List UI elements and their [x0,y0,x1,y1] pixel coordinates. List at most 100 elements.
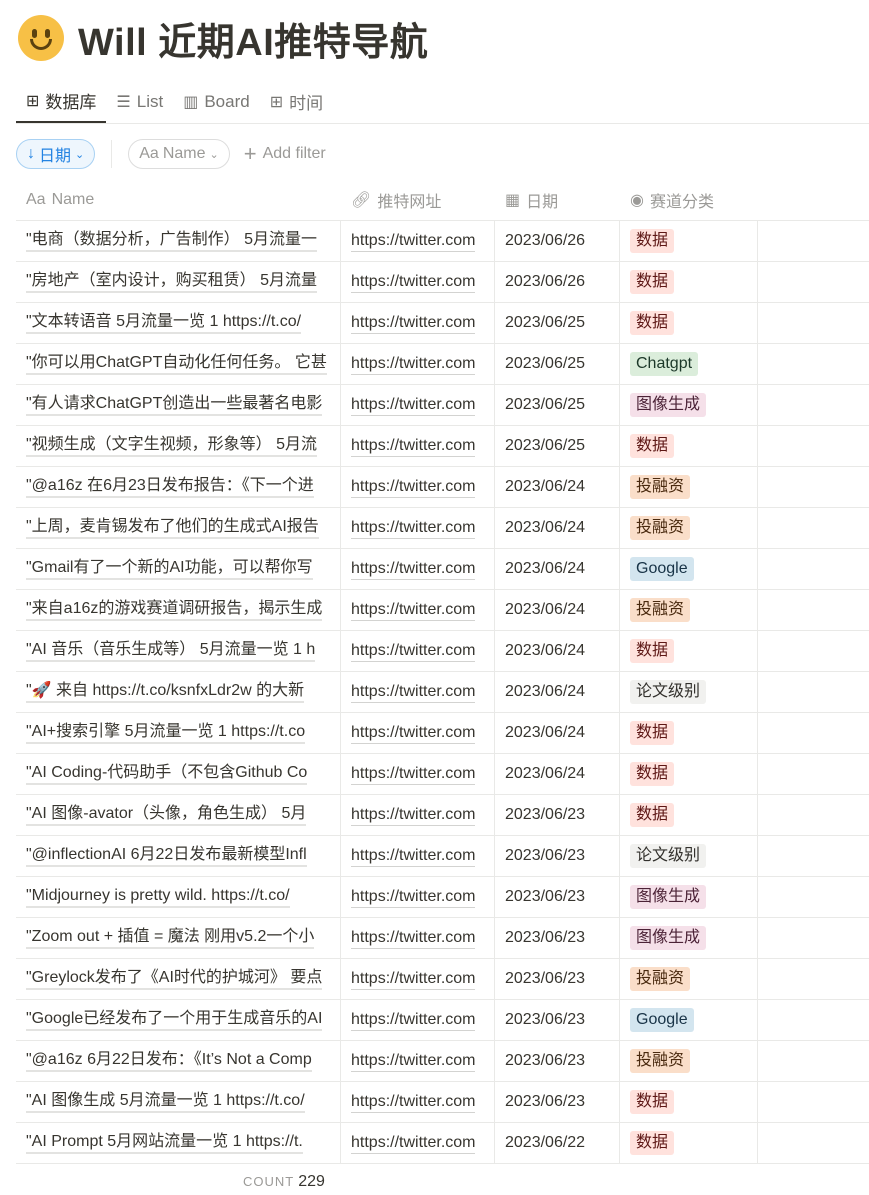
category-cell[interactable]: 数据 [620,631,758,671]
column-header-name[interactable]: Aa Name [16,180,341,220]
row-url-link[interactable]: https://twitter.com [351,1051,476,1072]
url-cell[interactable]: https://twitter.com [341,672,495,712]
date-cell[interactable]: 2023/06/24 [495,631,620,671]
url-cell[interactable]: https://twitter.com [341,1041,495,1081]
row-name[interactable]: "上周，麦肯锡发布了他们的生成式AI报告 [26,517,319,539]
category-cell[interactable]: 数据 [620,1123,758,1163]
row-url-link[interactable]: https://twitter.com [351,354,476,375]
date-cell[interactable]: 2023/06/23 [495,877,620,917]
url-cell[interactable]: https://twitter.com [341,221,495,261]
name-cell[interactable]: "AI+搜索引擎 5月流量一览 1 https://t.co [16,713,341,753]
row-url-link[interactable]: https://twitter.com [351,723,476,744]
date-cell[interactable]: 2023/06/24 [495,672,620,712]
smiley-emoji-icon[interactable] [18,15,64,61]
name-cell[interactable]: "AI 图像-avator（头像，角色生成） 5月 [16,795,341,835]
row-url-link[interactable]: https://twitter.com [351,231,476,252]
tab-board[interactable]: ▥ Board [173,80,260,123]
url-cell[interactable]: https://twitter.com [341,467,495,507]
name-cell[interactable]: "房地产（室内设计，购买租赁） 5月流量 [16,262,341,302]
table-row[interactable]: "AI 图像-avator（头像，角色生成） 5月 https://twitter… [16,795,869,836]
table-row[interactable]: "AI+搜索引擎 5月流量一览 1 https://t.co https://tw… [16,713,869,754]
name-cell[interactable]: "@inflectionAI 6月22日发布最新模型Infl [16,836,341,876]
row-name[interactable]: "电商（数据分析，广告制作） 5月流量一 [26,230,318,252]
category-cell[interactable]: 数据 [620,713,758,753]
date-cell[interactable]: 2023/06/23 [495,1082,620,1122]
table-row[interactable]: "AI Prompt 5月网站流量一览 1 https://t. https://… [16,1123,869,1164]
name-cell[interactable]: "上周，麦肯锡发布了他们的生成式AI报告 [16,508,341,548]
name-cell[interactable]: "Midjourney is pretty wild. https://t.co… [16,877,341,917]
table-row[interactable]: "视频生成（文字生视频，形象等） 5月流 https://twitter.com 2… [16,426,869,467]
category-cell[interactable]: 数据 [620,262,758,302]
row-name[interactable]: "视频生成（文字生视频，形象等） 5月流 [26,435,318,457]
table-row[interactable]: "Greylock发布了《AI时代的护城河》 要点 https://twitter… [16,959,869,1000]
row-url-link[interactable]: https://twitter.com [351,1133,476,1154]
column-header-url[interactable]: 🔗︎ 推特网址 [341,180,495,220]
table-row[interactable]: "文本转语音 5月流量一览 1 https://t.co/https://twi… [16,303,869,344]
url-cell[interactable]: https://twitter.com [341,1000,495,1040]
row-url-link[interactable]: https://twitter.com [351,1092,476,1113]
row-url-link[interactable]: https://twitter.com [351,846,476,867]
category-cell[interactable]: 论文级别 [620,836,758,876]
count-footer[interactable]: COUNT 229 [243,1173,325,1191]
url-cell[interactable]: https://twitter.com [341,1123,495,1163]
name-cell[interactable]: "来自a16z的游戏赛道调研报告，揭示生成 [16,590,341,630]
row-url-link[interactable]: https://twitter.com [351,436,476,457]
date-cell[interactable]: 2023/06/25 [495,344,620,384]
date-cell[interactable]: 2023/06/24 [495,549,620,589]
column-header-date[interactable]: ▦ 日期 [495,180,620,220]
table-row[interactable]: "有人请求ChatGPT创造出一些最著名电影 https://twitter.co… [16,385,869,426]
category-cell[interactable]: 投融资 [620,959,758,999]
row-name[interactable]: "AI 图像生成 5月流量一览 1 https://t.co/ [26,1091,305,1113]
name-cell[interactable]: "电商（数据分析，广告制作） 5月流量一 [16,221,341,261]
row-name[interactable]: "你可以用ChatGPT自动化任何任务。 它甚 [26,353,327,375]
url-cell[interactable]: https://twitter.com [341,1082,495,1122]
table-row[interactable]: "Zoom out + 插值 = 魔法 刚用v5.2一个小 https://twi… [16,918,869,959]
url-cell[interactable]: https://twitter.com [341,713,495,753]
date-cell[interactable]: 2023/06/23 [495,918,620,958]
table-row[interactable]: "Gmail有了一个新的AI功能，可以帮你写 https://twitter.co… [16,549,869,590]
name-cell[interactable]: "Greylock发布了《AI时代的护城河》 要点 [16,959,341,999]
table-row[interactable]: "@a16z 在6月23日发布报告：《下一个进 https://twitter.c… [16,467,869,508]
row-name[interactable]: "AI Prompt 5月网站流量一览 1 https://t. [26,1132,303,1154]
url-cell[interactable]: https://twitter.com [341,549,495,589]
url-cell[interactable]: https://twitter.com [341,508,495,548]
row-name[interactable]: "有人请求ChatGPT创造出一些最著名电影 [26,394,323,416]
name-cell[interactable]: "视频生成（文字生视频，形象等） 5月流 [16,426,341,466]
table-row[interactable]: "来自a16z的游戏赛道调研报告，揭示生成 https://twitter.com… [16,590,869,631]
date-cell[interactable]: 2023/06/26 [495,221,620,261]
date-cell[interactable]: 2023/06/24 [495,754,620,794]
table-row[interactable]: "Google已经发布了一个用于生成音乐的AI https://twitter.c… [16,1000,869,1041]
url-cell[interactable]: https://twitter.com [341,344,495,384]
category-cell[interactable]: 数据 [620,1082,758,1122]
row-name[interactable]: "Zoom out + 插值 = 魔法 刚用v5.2一个小 [26,927,315,949]
category-cell[interactable]: Google [620,1000,758,1040]
name-cell[interactable]: "Zoom out + 插值 = 魔法 刚用v5.2一个小 [16,918,341,958]
url-cell[interactable]: https://twitter.com [341,262,495,302]
date-cell[interactable]: 2023/06/23 [495,1041,620,1081]
row-url-link[interactable]: https://twitter.com [351,559,476,580]
row-name[interactable]: "AI 音乐（音乐生成等） 5月流量一览 1 h [26,640,316,662]
name-cell[interactable]: "有人请求ChatGPT创造出一些最著名电影 [16,385,341,425]
date-cell[interactable]: 2023/06/25 [495,303,620,343]
table-row[interactable]: "@a16z 6月22日发布：《It’s Not a Comp https://t… [16,1041,869,1082]
category-cell[interactable]: 投融资 [620,508,758,548]
tab-list[interactable]: ☰ List [106,80,173,123]
page-title[interactable]: Will 近期AI推特导航 [78,21,429,64]
row-url-link[interactable]: https://twitter.com [351,764,476,785]
row-url-link[interactable]: https://twitter.com [351,1010,476,1031]
row-name[interactable]: "AI 图像-avator（头像，角色生成） 5月 [26,804,307,826]
name-cell[interactable]: "AI Coding-代码助手（不包含Github Co [16,754,341,794]
row-name[interactable]: "@a16z 6月22日发布：《It’s Not a Comp [26,1050,312,1072]
url-cell[interactable]: https://twitter.com [341,836,495,876]
row-name[interactable]: "Greylock发布了《AI时代的护城河》 要点 [26,968,323,990]
url-cell[interactable]: https://twitter.com [341,877,495,917]
column-header-category[interactable]: ◉ 赛道分类 [620,180,758,220]
table-row[interactable]: "@inflectionAI 6月22日发布最新模型Infl https://tw… [16,836,869,877]
url-cell[interactable]: https://twitter.com [341,631,495,671]
category-cell[interactable]: 数据 [620,303,758,343]
category-cell[interactable]: 数据 [620,795,758,835]
sort-date-chip[interactable]: ↓ 日期 ⌄ [16,139,96,169]
name-cell[interactable]: "文本转语音 5月流量一览 1 https://t.co/ [16,303,341,343]
date-cell[interactable]: 2023/06/23 [495,836,620,876]
name-cell[interactable]: "AI 图像生成 5月流量一览 1 https://t.co/ [16,1082,341,1122]
